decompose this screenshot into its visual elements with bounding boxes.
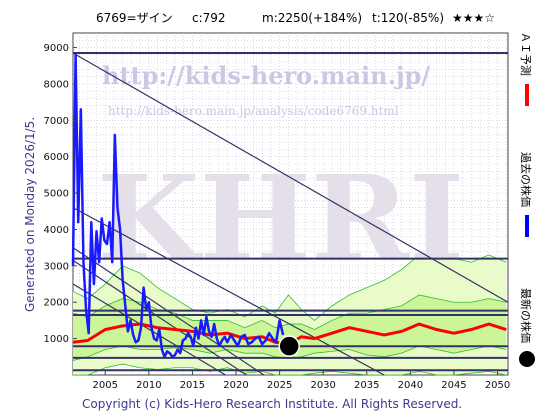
x-tick-label: 2035: [354, 380, 379, 391]
latest-price-marker: [278, 335, 300, 357]
legend-swatch-dot: [519, 351, 535, 367]
x-tick-label: 2015: [180, 380, 205, 391]
khri-watermark: KHRI: [97, 149, 464, 288]
rating-stars: ★★★☆: [452, 11, 495, 25]
x-tick-label: 2025: [267, 380, 292, 391]
band-edge-line: [73, 363, 507, 376]
y-tick-label: 7000: [44, 116, 69, 127]
x-tick-label: 2010: [136, 380, 161, 391]
page-url-watermark: http://kids-hero.main.jp/analysis/code67…: [108, 104, 399, 118]
trend-line: [72, 259, 247, 376]
trend-line: [72, 247, 265, 376]
x-tick-label: 2020: [223, 380, 248, 391]
x-tick-label: 2045: [441, 380, 466, 391]
y-tick-label: 3000: [44, 261, 69, 272]
x-axis-ticks: 2005 2010 2015 2020 2025 2030 2035 2040 2045 2050: [93, 371, 510, 391]
median-target-label: m:2250(+184%): [262, 11, 362, 25]
y-tick-label: 1000: [44, 334, 69, 345]
copyright-notice: Copyright (c) Kids-Hero Research Institu…: [82, 397, 462, 411]
y-tick-label: 6000: [44, 152, 69, 163]
band-edge-line: [72, 250, 507, 321]
trend-line: [72, 52, 509, 303]
ticker-label: 6769=ザイン: [96, 11, 173, 25]
trend-line: [72, 283, 226, 376]
x-tick-label: 2040: [398, 380, 423, 391]
y-tick-label: 5000: [44, 189, 69, 200]
latest-price-dot: [278, 335, 300, 357]
x-tick-label: 2050: [485, 380, 510, 391]
low-target-label: t:120(-85%): [372, 11, 444, 25]
current-price-label: c:792: [192, 11, 226, 25]
legend-label: 過去の株価: [519, 152, 533, 207]
legend-label: 最新の株価: [519, 288, 533, 343]
y-tick-label: 8000: [44, 79, 69, 90]
y-tick-label: 4000: [44, 225, 69, 236]
trend-lines: [72, 52, 509, 376]
trend-line: [72, 207, 385, 376]
horizontal-levels: [73, 52, 508, 372]
x-tick-label: 2005: [93, 380, 118, 391]
y-tick-label: 2000: [44, 298, 69, 309]
chart-header: 6769=ザイン c:792 m:2250(+184%) t:120(-85%)…: [96, 11, 495, 25]
legend-label: ＡＩ予測: [519, 32, 533, 76]
site-url-watermark: http://kids-hero.main.jp/: [102, 61, 430, 90]
y-tick-label: 9000: [44, 43, 69, 54]
x-tick-label: 2030: [310, 380, 335, 391]
past-price-line: [71, 53, 285, 359]
generated-date-label: Generated on Monday 2026/1/5.: [23, 117, 37, 312]
y-axis-ticks: 1000 2000 3000 4000 5000 6000 7000 8000 9000: [44, 43, 77, 345]
